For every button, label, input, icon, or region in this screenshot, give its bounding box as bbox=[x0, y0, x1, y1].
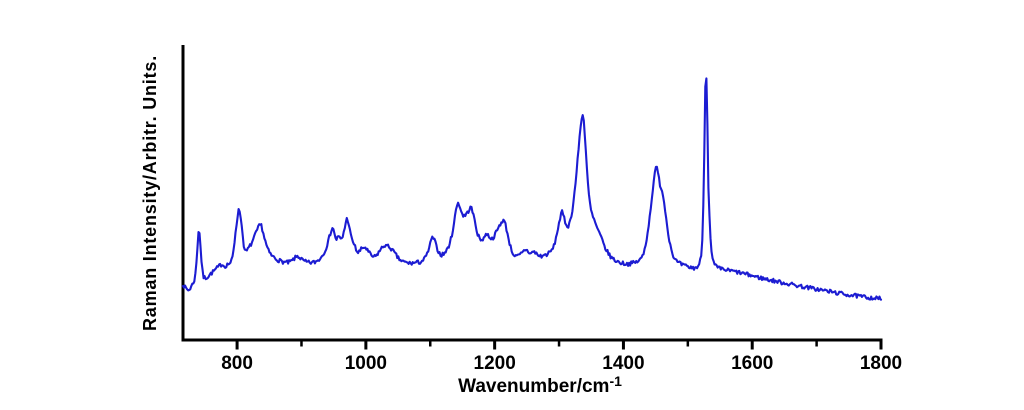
x-axis-tick-labels: 800 1000 1200 1400 1600 1800 bbox=[221, 353, 902, 374]
x-tick-label: 1800 bbox=[860, 353, 902, 374]
x-axis-label-superscript: -1 bbox=[609, 373, 622, 389]
x-axis-major-ticks bbox=[235, 341, 883, 350]
x-tick-label: 1400 bbox=[602, 353, 644, 374]
x-tick-label: 1600 bbox=[731, 353, 773, 374]
x-axis-label-text: Wavenumber/cm bbox=[458, 376, 610, 397]
x-tick-label: 1200 bbox=[474, 353, 516, 374]
x-axis-label: Wavenumber/cm-1 bbox=[390, 373, 690, 398]
x-tick-label: 1000 bbox=[345, 353, 387, 374]
axes: 800 1000 1200 1400 1600 1800 bbox=[181, 45, 902, 374]
y-axis-label: Raman Intensity/Arbitr. Units. bbox=[140, 54, 160, 332]
x-axis-minor-ticks bbox=[300, 341, 818, 347]
spectrum-curve bbox=[181, 77, 883, 301]
axis-lines bbox=[181, 45, 883, 342]
x-tick-label: 800 bbox=[221, 353, 253, 374]
